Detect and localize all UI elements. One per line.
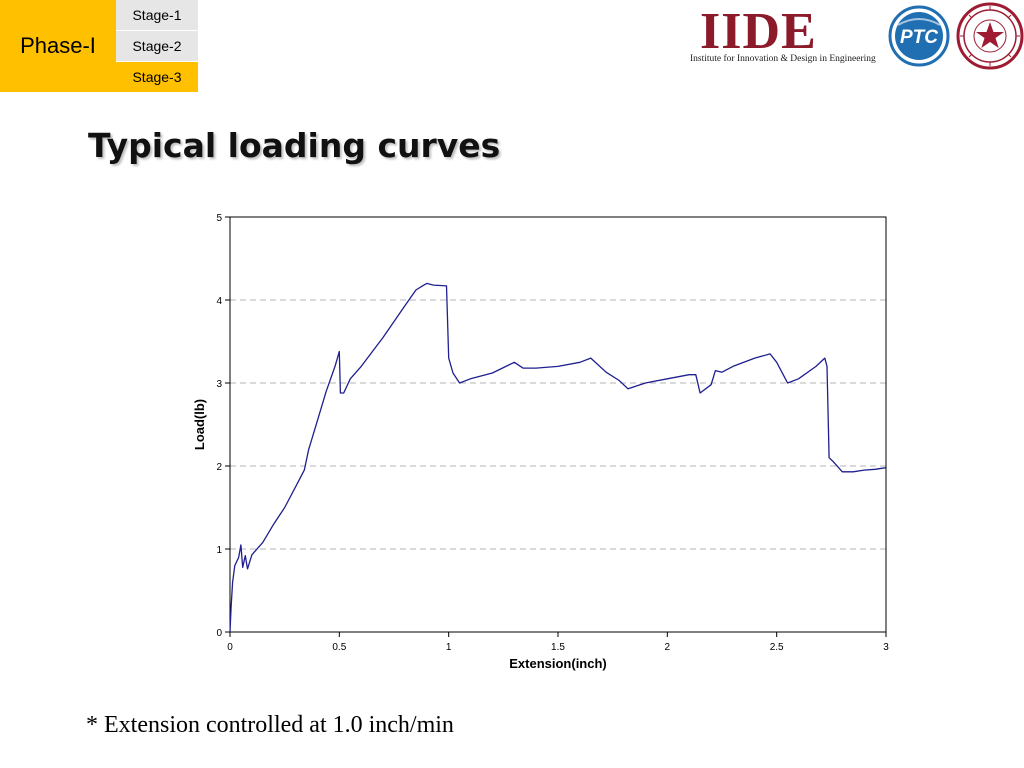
- slide-title: Typical loading curves: [88, 126, 501, 165]
- x-axis-label: Extension(inch): [509, 656, 607, 671]
- stage-1-tab[interactable]: Stage-1: [116, 0, 198, 30]
- iide-letter: I: [700, 3, 722, 60]
- iide-logo-letters: IIDE: [700, 6, 817, 58]
- y-axis-label: Load(lb): [192, 399, 207, 450]
- iide-letter: I: [721, 3, 743, 60]
- y-tick-label: 0: [216, 628, 222, 639]
- iide-logo: IIDE Institute for Innovation & Design i…: [688, 6, 876, 66]
- phase-label: Phase-I: [0, 0, 116, 92]
- y-tick-label: 4: [216, 296, 222, 307]
- stage-3-tab[interactable]: Stage-3: [116, 62, 198, 92]
- iide-tagline: Institute for Innovation & Design in Eng…: [690, 54, 876, 64]
- iide-letter: E: [781, 3, 817, 60]
- stage-3-label: Stage-3: [132, 69, 182, 85]
- x-tick-label: 1.5: [551, 642, 565, 653]
- x-tick-label: 0: [227, 642, 233, 653]
- ptc-logo-text: PTC: [900, 27, 938, 48]
- x-tick-label: 0.5: [332, 642, 346, 653]
- stage-1-label: Stage-1: [132, 7, 182, 23]
- x-tick-label: 2: [665, 642, 671, 653]
- grid-lines: [230, 299, 886, 550]
- y-tick-label: 2: [216, 462, 222, 473]
- phase-label-text: Phase-I: [20, 33, 96, 58]
- x-tick-label: 3: [883, 642, 889, 653]
- university-seal-icon: [956, 2, 1024, 70]
- loading-curve-chart: 0 1 2 3 4 5 0 0.5 1 1.5 2 2.5 3 Extension(inch) Load…: [192, 213, 889, 671]
- series-line: [229, 282, 887, 633]
- ptc-logo: PTC: [888, 5, 950, 67]
- x-tick-label: 2.5: [770, 642, 784, 653]
- iide-letter: D: [742, 3, 782, 60]
- stage-2-tab[interactable]: Stage-2: [116, 31, 198, 61]
- axis-ticks: 0 1 2 3 4 5 0 0.5 1 1.5 2 2.5 3: [216, 213, 889, 653]
- plot-area: [229, 216, 887, 633]
- y-tick-label: 1: [216, 545, 222, 556]
- footnote: * Extension controlled at 1.0 inch/min: [86, 712, 454, 738]
- y-tick-label: 3: [216, 379, 222, 390]
- stage-2-label: Stage-2: [132, 38, 182, 54]
- x-tick-label: 1: [446, 642, 452, 653]
- y-tick-label: 5: [216, 213, 222, 224]
